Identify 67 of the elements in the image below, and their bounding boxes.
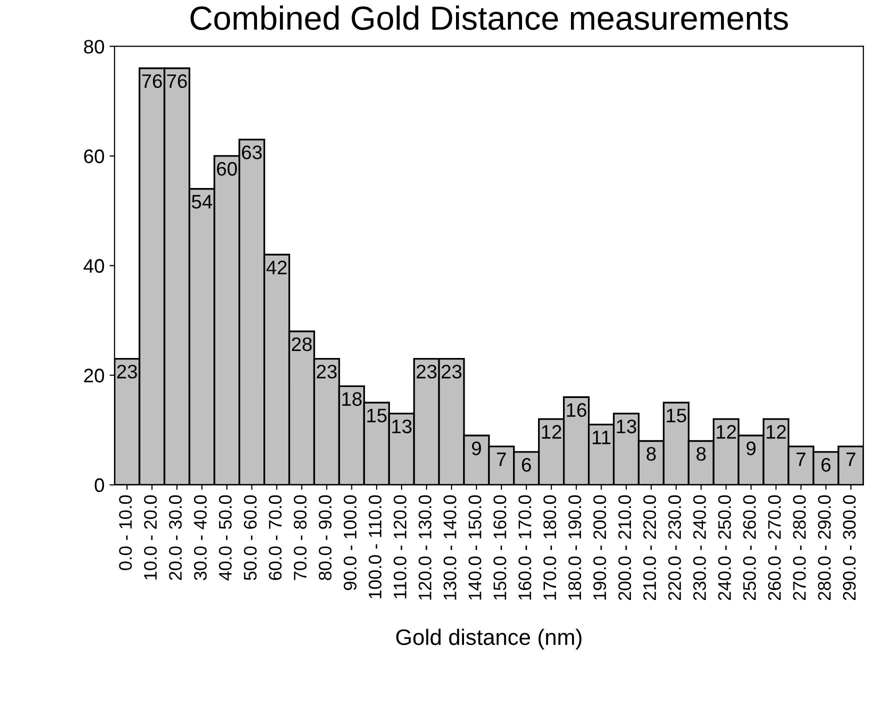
data-label: 28 — [292, 337, 312, 352]
x-tick-label: 160.0 - 170.0 — [518, 495, 532, 600]
x-tick-label: 30.0 - 40.0 — [194, 495, 207, 580]
data-label: 15 — [666, 408, 686, 422]
x-tick-label: 80.0 - 90.0 — [318, 495, 332, 580]
x-tick-label: 140.0 - 150.0 — [468, 495, 482, 600]
data-label: 8 — [646, 446, 656, 461]
x-tick-label: 40.0 - 50.0 — [218, 495, 232, 580]
x-tick-label: 150.0 - 160.0 — [493, 495, 506, 600]
x-tick-label: 120.0 - 130.0 — [418, 495, 432, 600]
x-tick-label: 290.0 - 300.0 — [842, 495, 856, 600]
data-label: 60 — [217, 162, 237, 176]
x-tick-label: 110.0 - 120.0 — [394, 495, 406, 598]
y-tick-label: 60 — [84, 149, 104, 164]
x-tick-label: 280.0 - 290.0 — [818, 495, 831, 600]
x-tick-label: 220.0 - 230.0 — [668, 495, 682, 600]
data-label: 9 — [472, 442, 481, 456]
chart-title: Combined Gold Distance measurements — [190, 6, 788, 30]
y-tick-label: 40 — [84, 259, 104, 273]
data-label: 23 — [117, 364, 137, 379]
x-tick-label: 170.0 - 180.0 — [543, 495, 556, 600]
data-label: 12 — [766, 425, 786, 439]
x-tick-label: 250.0 - 260.0 — [743, 495, 756, 600]
x-tick-label: 260.0 - 270.0 — [768, 495, 781, 600]
x-tick-label: 10.0 - 20.0 — [144, 495, 157, 580]
data-label: 23 — [416, 364, 437, 379]
x-tick-label: 180.0 - 190.0 — [568, 495, 582, 600]
x-axis-title: Gold distance (nm) — [396, 628, 582, 650]
data-label: 8 — [696, 446, 706, 461]
data-label: 7 — [796, 452, 806, 466]
data-label: 76 — [167, 74, 187, 88]
x-tick-label: 190.0 - 200.0 — [593, 495, 606, 600]
data-label: 6 — [522, 458, 531, 472]
x-tick-label: 0.0 - 10.0 — [119, 495, 132, 570]
y-tick-label: 20 — [84, 368, 104, 382]
data-label: 13 — [392, 420, 412, 434]
data-label: 23 — [316, 364, 337, 379]
data-label: 6 — [822, 458, 830, 472]
x-tick-label: 70.0 - 80.0 — [294, 495, 307, 580]
data-label: 42 — [266, 260, 287, 274]
x-tick-label: 210.0 - 220.0 — [643, 495, 656, 600]
data-label: 7 — [497, 452, 506, 466]
data-label: 13 — [616, 420, 636, 434]
data-label: 12 — [542, 425, 562, 439]
x-tick-label: 270.0 - 280.0 — [793, 495, 806, 600]
data-label: 9 — [746, 442, 756, 456]
data-label: 11 — [592, 430, 610, 444]
y-tick-label: 0 — [94, 478, 104, 492]
x-tick-label: 200.0 - 210.0 — [618, 495, 632, 600]
x-tick-label: 90.0 - 100.0 — [344, 495, 357, 590]
data-label: 18 — [342, 392, 362, 406]
x-tick-label: 130.0 - 140.0 — [444, 495, 456, 600]
x-tick-label: 20.0 - 30.0 — [168, 495, 182, 580]
x-tick-label: 240.0 - 250.0 — [718, 495, 731, 600]
data-label: 15 — [367, 408, 387, 422]
x-tick-label: 100.0 - 110.0 — [368, 495, 382, 598]
data-label: 76 — [142, 74, 162, 88]
data-label: 7 — [846, 452, 856, 466]
x-tick-label: 50.0 - 60.0 — [244, 495, 257, 580]
data-label: 12 — [716, 425, 736, 439]
x-tick-label: 60.0 - 70.0 — [268, 495, 282, 580]
y-tick-label: 80 — [84, 40, 104, 54]
data-label: 16 — [566, 403, 586, 417]
x-tick-label: 230.0 - 240.0 — [693, 495, 706, 600]
data-label: 63 — [242, 146, 262, 160]
data-label: 23 — [442, 364, 462, 379]
data-label: 54 — [192, 195, 212, 209]
